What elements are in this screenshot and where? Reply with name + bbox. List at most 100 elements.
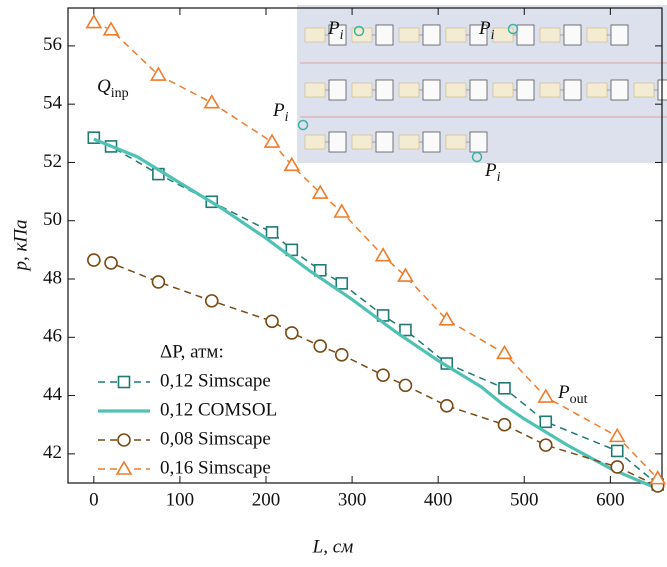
legend-marker — [117, 462, 131, 474]
annotation-symbol: P — [484, 160, 497, 181]
marker — [105, 257, 117, 269]
marker — [267, 227, 278, 238]
inset-block — [376, 80, 393, 100]
annotation-symbol: P — [557, 382, 570, 403]
inset-pipe — [493, 28, 513, 42]
y-tick-label: 52 — [43, 151, 62, 172]
marker — [265, 135, 279, 147]
marker — [399, 379, 411, 391]
inset-block — [470, 80, 487, 100]
marker — [314, 340, 326, 352]
marker — [441, 400, 453, 412]
annotation-subscript: out — [570, 392, 588, 407]
annotation: Pi — [272, 100, 289, 125]
inset-block — [517, 25, 534, 45]
inset-block — [564, 25, 581, 45]
annotation: Pout — [557, 382, 588, 407]
legend-label: 0,08 Simscape — [160, 428, 271, 449]
annotation: Qinp — [97, 76, 129, 101]
marker — [611, 461, 623, 473]
marker — [400, 325, 411, 336]
inset-block — [517, 80, 534, 100]
inset-pipe — [305, 28, 325, 42]
inset-pipe — [587, 28, 607, 42]
marker — [87, 16, 101, 28]
marker — [499, 383, 510, 394]
marker — [610, 429, 624, 441]
inset-block — [470, 132, 487, 152]
marker — [539, 390, 553, 402]
y-tick-label: 48 — [43, 267, 62, 288]
inset-pipe — [305, 83, 325, 97]
marker — [540, 439, 552, 451]
annotation-symbol: P — [272, 100, 285, 121]
inset-block — [423, 132, 440, 152]
marker — [336, 349, 348, 361]
marker — [206, 295, 218, 307]
y-tick-label: 56 — [43, 34, 62, 55]
inset-pipe — [399, 83, 419, 97]
y-tick-label: 54 — [43, 93, 63, 114]
annotation: Pi — [484, 160, 501, 185]
x-tick-label: 300 — [338, 489, 367, 510]
y-tick-label: 50 — [43, 209, 62, 230]
marker — [376, 249, 390, 261]
inset-pipe — [446, 83, 466, 97]
inset-pipe — [399, 135, 419, 149]
x-tick-label: 100 — [166, 489, 195, 510]
inset-pipe — [540, 28, 560, 42]
annotation-subscript: i — [340, 28, 344, 43]
inset-block — [376, 25, 393, 45]
y-tick-label: 44 — [43, 384, 63, 405]
marker — [88, 254, 100, 266]
y-tick-label: 46 — [43, 326, 62, 347]
inset-pipe — [446, 135, 466, 149]
legend-title: ΔP, атм: — [160, 341, 224, 362]
marker — [497, 346, 511, 358]
marker — [612, 445, 623, 456]
marker — [285, 158, 299, 170]
inset-pipe — [634, 83, 654, 97]
x-axis-label: L, см — [312, 536, 354, 557]
inset-pipe — [352, 135, 372, 149]
marker — [540, 416, 551, 427]
x-tick-label: 200 — [252, 489, 281, 510]
legend-marker — [118, 434, 130, 446]
marker — [498, 419, 510, 431]
annotation-subscript: i — [497, 170, 501, 185]
marker — [377, 369, 389, 381]
marker — [335, 205, 349, 217]
legend-label: 0,16 Simscape — [160, 457, 271, 478]
inset-pipe — [446, 28, 466, 42]
marker — [266, 315, 278, 327]
inset-block — [564, 80, 581, 100]
x-tick-label: 400 — [424, 489, 453, 510]
chart: L, см p, кПа 0 100 200 300 400 500 600 42 44 46 48… — [0, 0, 667, 562]
inset-block — [423, 25, 440, 45]
y-axis-label: p, кПа — [10, 219, 31, 272]
x-tick-label: 500 — [510, 489, 539, 510]
annotation-subscript: i — [491, 28, 495, 43]
marker — [336, 278, 347, 289]
y-tick-label: 42 — [43, 442, 62, 463]
legend-label: 0,12 Simscape — [160, 370, 271, 391]
inset-block — [329, 132, 346, 152]
annotation-symbol: P — [327, 18, 340, 39]
legend-label: 0,12 COMSOL — [160, 399, 277, 420]
x-tick-label: 0 — [89, 489, 99, 510]
annotation-symbol: P — [478, 18, 491, 39]
annotation-symbol: Q — [97, 76, 111, 97]
annotation-subscript: inp — [111, 86, 129, 101]
marker — [152, 276, 164, 288]
x-tick-label: 600 — [596, 489, 625, 510]
inset-pipe — [399, 28, 419, 42]
marker — [205, 96, 219, 108]
annotation-subscript: i — [285, 110, 289, 125]
inset-block — [376, 132, 393, 152]
inset-block — [329, 80, 346, 100]
inset-pipe — [493, 83, 513, 97]
inset-pipe — [587, 83, 607, 97]
inset-block — [611, 80, 628, 100]
legend-marker — [119, 377, 130, 388]
inset-block — [611, 25, 628, 45]
